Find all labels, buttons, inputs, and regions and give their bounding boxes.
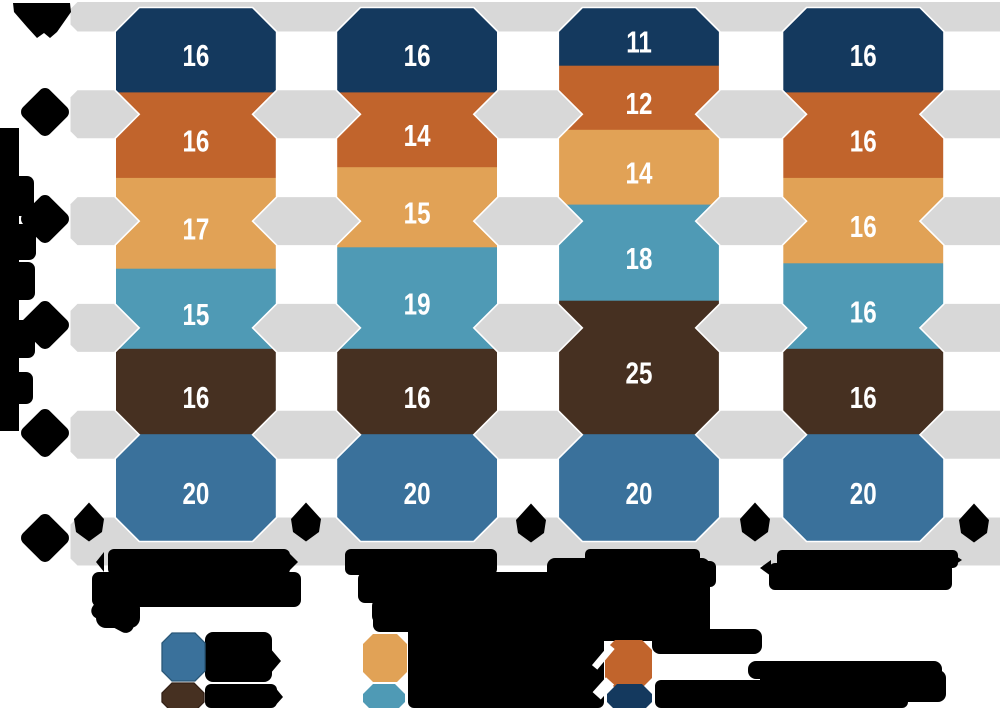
svg-text:19: 19 <box>404 286 431 321</box>
svg-text:11: 11 <box>626 25 652 60</box>
svg-text:16: 16 <box>404 38 431 73</box>
svg-text:14: 14 <box>626 156 653 191</box>
svg-text:16: 16 <box>182 38 209 73</box>
svg-text:16: 16 <box>850 380 877 415</box>
svg-text:12: 12 <box>626 86 653 121</box>
svg-text:16: 16 <box>850 294 877 329</box>
svg-text:16: 16 <box>404 380 431 415</box>
svg-text:14: 14 <box>404 118 431 153</box>
svg-text:20: 20 <box>626 476 653 511</box>
svg-text:15: 15 <box>182 297 209 332</box>
svg-text:18: 18 <box>626 241 653 276</box>
svg-text:16: 16 <box>182 380 209 415</box>
svg-text:16: 16 <box>850 38 877 73</box>
svg-text:17: 17 <box>182 212 209 247</box>
svg-text:15: 15 <box>404 196 431 231</box>
svg-text:16: 16 <box>850 209 877 244</box>
svg-text:20: 20 <box>404 476 431 511</box>
svg-text:20: 20 <box>182 476 209 511</box>
svg-text:25: 25 <box>626 356 653 391</box>
svg-text:16: 16 <box>182 124 209 159</box>
svg-text:20: 20 <box>850 476 877 511</box>
svg-text:16: 16 <box>850 124 877 159</box>
